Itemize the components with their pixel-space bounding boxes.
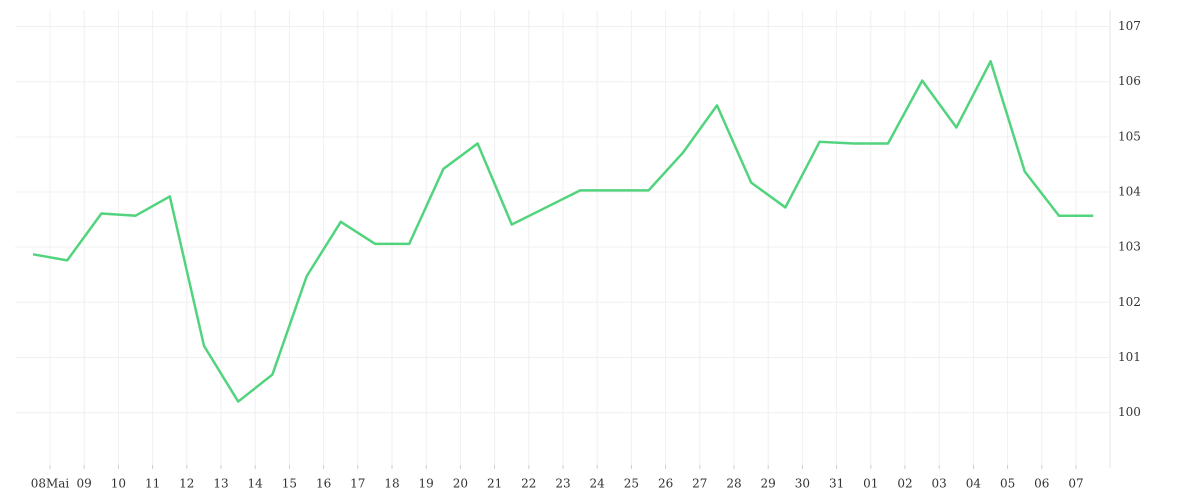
x-tick-label: 11 [145, 477, 160, 491]
x-tick-label: 21 [487, 477, 502, 491]
price-line [32, 60, 1094, 403]
x-tick-label: 27 [692, 477, 707, 491]
x-tick-label: 22 [521, 477, 536, 491]
y-tick-label: 102 [1118, 295, 1141, 309]
x-tick-label: 28 [726, 477, 741, 491]
x-tick-label: 10 [111, 477, 126, 491]
y-tick-label: 107 [1118, 19, 1141, 33]
x-tick-label: 14 [248, 477, 264, 491]
y-tick-label: 101 [1118, 350, 1141, 364]
y-tick-label: 103 [1118, 240, 1141, 254]
x-tick-label: 16 [316, 477, 331, 491]
x-tick-label: 25 [624, 477, 639, 491]
x-tick-label: 05 [1000, 477, 1015, 491]
y-tick-label: 100 [1118, 405, 1141, 419]
x-tick-label: 20 [453, 477, 468, 491]
x-tick-label: 17 [350, 477, 365, 491]
y-tick-label: 105 [1118, 129, 1141, 143]
x-tick-label: 19 [419, 477, 434, 491]
x-tick-label: 01 [863, 477, 878, 491]
x-tick-label: 04 [966, 477, 982, 491]
x-tick-label: 24 [590, 477, 606, 491]
x-tick-label: 08Mai [31, 477, 70, 491]
x-tick-label: 12 [179, 477, 194, 491]
x-tick-label: 30 [795, 477, 810, 491]
x-tick-label: 09 [77, 477, 92, 491]
x-tick-label: 15 [282, 477, 297, 491]
x-tick-label: 02 [897, 477, 912, 491]
x-tick-label: 03 [932, 477, 947, 491]
x-tick-label: 18 [384, 477, 399, 491]
x-tick-label: 07 [1068, 477, 1083, 491]
x-tick-label: 31 [829, 477, 844, 491]
x-tick-label: 26 [658, 477, 673, 491]
x-tick-label: 13 [213, 477, 228, 491]
x-tick-label: 29 [761, 477, 776, 491]
y-tick-label: 106 [1118, 74, 1141, 88]
x-tick-label: 23 [555, 477, 570, 491]
y-tick-label: 104 [1118, 185, 1141, 199]
x-tick-label: 06 [1034, 477, 1049, 491]
